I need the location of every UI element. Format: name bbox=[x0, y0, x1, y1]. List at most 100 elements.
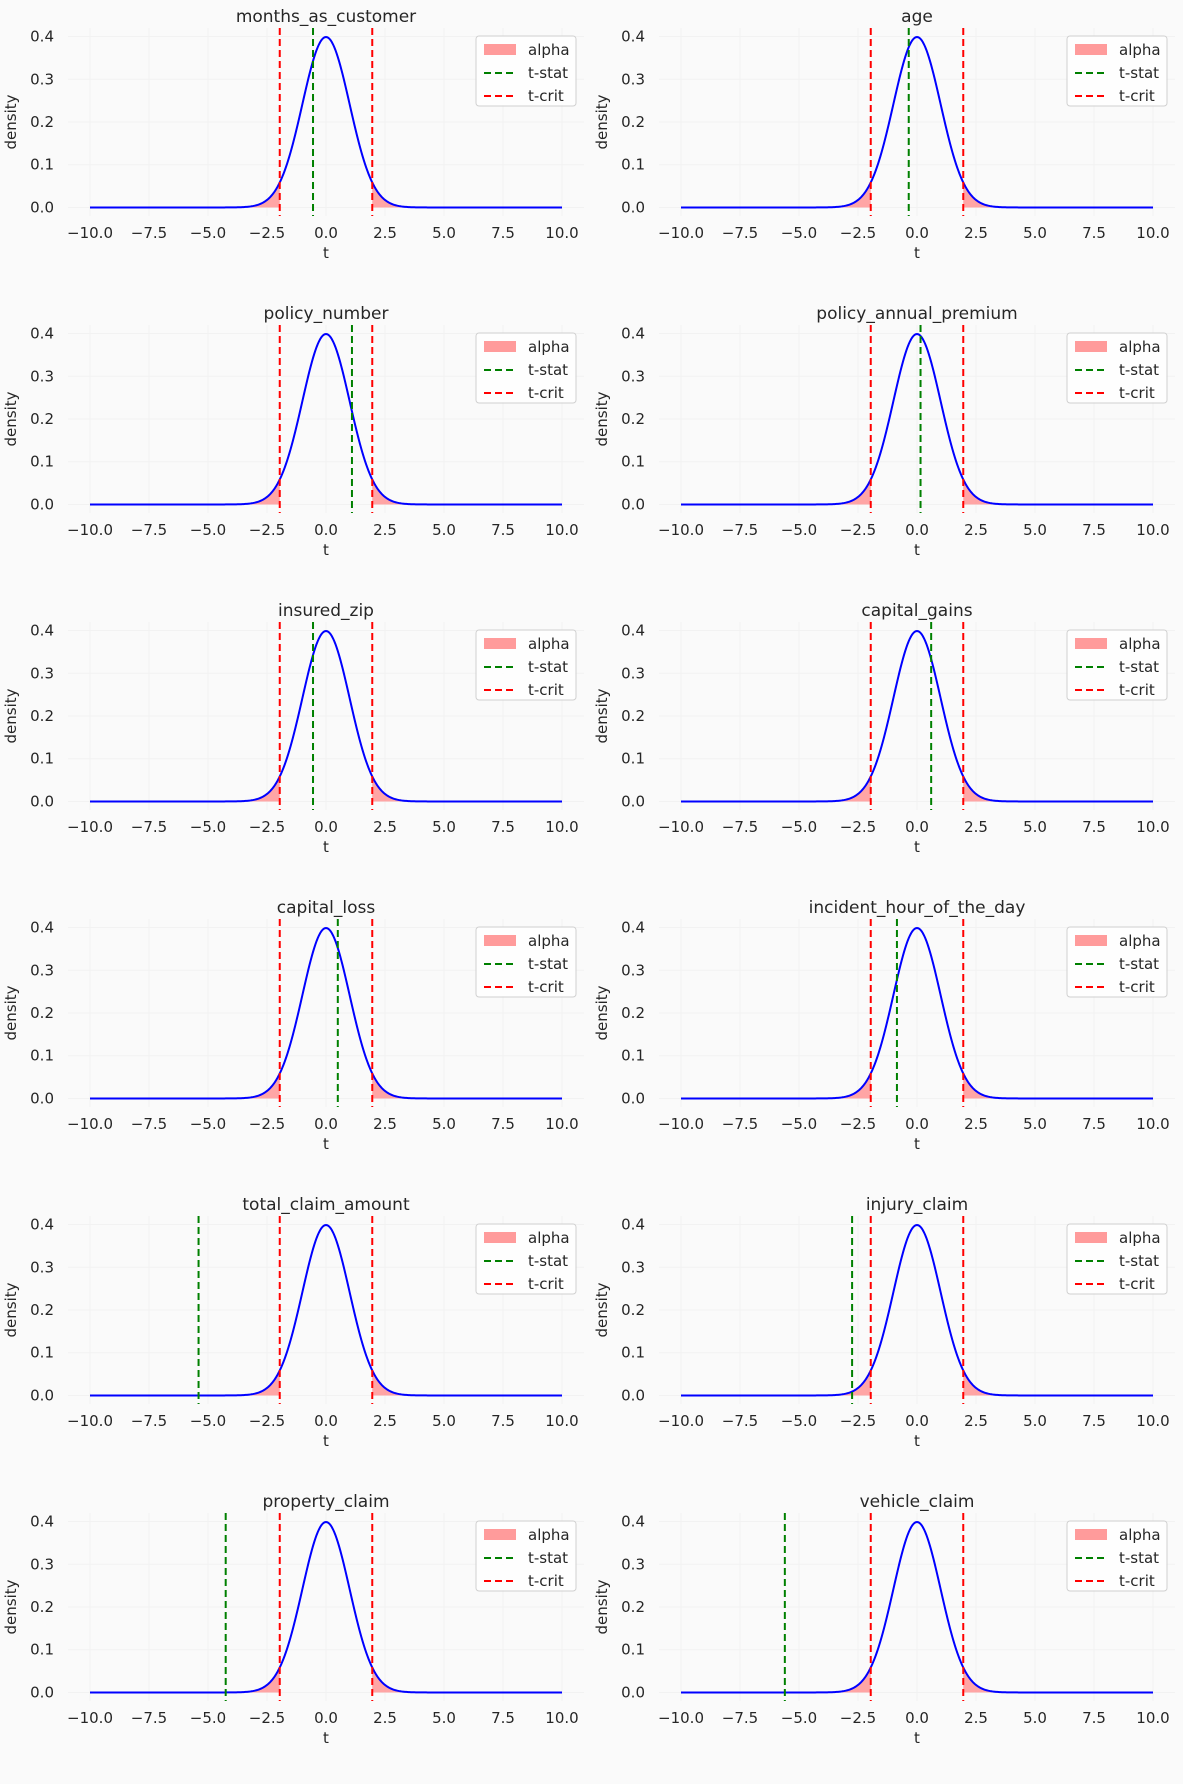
y-tick-label: 0.3 bbox=[621, 961, 645, 979]
legend-alpha-swatch bbox=[1075, 1529, 1107, 1540]
y-tick-label: 0.1 bbox=[621, 1344, 645, 1362]
alpha-region-left bbox=[90, 1370, 280, 1396]
x-tick-label: 10.0 bbox=[545, 1412, 578, 1430]
y-tick-label: 0.0 bbox=[621, 1089, 645, 1107]
y-axis-label: density bbox=[2, 391, 20, 446]
density-curve bbox=[681, 35, 1153, 209]
y-tick-label: 0.3 bbox=[621, 664, 645, 682]
alpha-region-right bbox=[963, 1667, 1153, 1693]
y-axis-label: density bbox=[593, 94, 611, 149]
x-tick-label: −10.0 bbox=[658, 1115, 704, 1133]
y-axis-label: density bbox=[2, 1579, 20, 1634]
legend-label: t-stat bbox=[528, 955, 568, 973]
x-tick-label: −7.5 bbox=[722, 818, 758, 836]
x-tick-label: 10.0 bbox=[545, 224, 578, 242]
panel-age: age −10.0 −7.5 −5.0 −2.5 0.0 2.5 5.0 7.5 10.0 0.0 0… bbox=[593, 7, 1175, 262]
y-tick-label: 0.0 bbox=[30, 1386, 54, 1404]
x-tick-label: 7.5 bbox=[491, 1115, 515, 1133]
density-curve bbox=[90, 35, 562, 209]
panel-policy-annual-premium: policy_annual_premium −10.0 −7.5 −5.0 −2.5 0.… bbox=[593, 304, 1175, 559]
x-tick-label: −7.5 bbox=[131, 224, 167, 242]
x-tick-label: 5.0 bbox=[432, 1709, 456, 1727]
x-tick-label: −5.0 bbox=[190, 1709, 226, 1727]
alpha-region-left bbox=[90, 1667, 280, 1693]
x-tick-label: 10.0 bbox=[545, 818, 578, 836]
y-tick-label: 0.1 bbox=[621, 453, 645, 471]
panel-injury-claim: injury_claim −10.0 −7.5 −5.0 −2.5 0.0 2.5 5.0 7.… bbox=[593, 1195, 1175, 1450]
x-tick-label: 0.0 bbox=[905, 1115, 929, 1133]
x-tick-label: −7.5 bbox=[722, 224, 758, 242]
legend: alpha t-stat t-crit bbox=[1066, 1520, 1168, 1592]
x-tick-label: −10.0 bbox=[658, 1709, 704, 1727]
alpha-region-right bbox=[372, 479, 562, 505]
x-tick-label: −7.5 bbox=[722, 1412, 758, 1430]
y-tick-label: 0.3 bbox=[621, 1555, 645, 1573]
x-tick-label: −7.5 bbox=[131, 1115, 167, 1133]
legend-label: alpha bbox=[1119, 635, 1161, 653]
legend-alpha-swatch bbox=[484, 1232, 516, 1243]
legend-label: t-stat bbox=[1119, 1549, 1159, 1567]
y-tick-label: 0.3 bbox=[30, 961, 54, 979]
x-tick-label: 7.5 bbox=[1082, 1115, 1106, 1133]
x-axis-label: t bbox=[323, 541, 329, 559]
y-tick-label: 0.2 bbox=[30, 410, 54, 428]
x-axis-label: t bbox=[323, 244, 329, 262]
legend: alpha t-stat t-crit bbox=[475, 35, 577, 107]
density-curve bbox=[90, 1223, 562, 1397]
legend: alpha t-stat t-crit bbox=[1066, 629, 1168, 701]
alpha-region-left bbox=[90, 1073, 280, 1099]
x-tick-label: 2.5 bbox=[964, 224, 988, 242]
x-tick-label: 7.5 bbox=[491, 818, 515, 836]
y-tick-label: 0.3 bbox=[30, 70, 54, 88]
y-tick-label: 0.1 bbox=[30, 1641, 54, 1659]
y-axis-label: density bbox=[593, 1282, 611, 1337]
x-axis-label: t bbox=[914, 244, 920, 262]
panel-months-as-customer: months_as_customer −10.0 −7.5 −5.0 −2.5 0.0 2.… bbox=[2, 7, 584, 262]
x-tick-label: 0.0 bbox=[314, 1115, 338, 1133]
y-tick-label: 0.2 bbox=[30, 1598, 54, 1616]
x-tick-label: −5.0 bbox=[781, 224, 817, 242]
y-tick-label: 0.2 bbox=[30, 707, 54, 725]
alpha-region-left bbox=[681, 1667, 871, 1693]
panel-incident-hour-of-the-day: incident_hour_of_the_day −10.0 −7.5 −5.0 −2.… bbox=[593, 898, 1175, 1153]
y-tick-label: 0.3 bbox=[621, 70, 645, 88]
density-curve bbox=[681, 629, 1153, 803]
legend-alpha-swatch bbox=[1075, 1232, 1107, 1243]
legend-label: alpha bbox=[1119, 1526, 1161, 1544]
x-tick-label: 0.0 bbox=[905, 818, 929, 836]
panel-title: vehicle_claim bbox=[860, 1492, 975, 1512]
legend-alpha-swatch bbox=[484, 44, 516, 55]
x-tick-label: −10.0 bbox=[67, 1709, 113, 1727]
legend-label: t-crit bbox=[1119, 384, 1155, 402]
legend-label: t-crit bbox=[1119, 1275, 1155, 1293]
x-tick-label: 10.0 bbox=[1136, 521, 1169, 539]
alpha-region-right bbox=[963, 776, 1153, 802]
legend-label: alpha bbox=[528, 338, 570, 356]
legend-alpha-swatch bbox=[1075, 341, 1107, 352]
x-tick-label: −2.5 bbox=[840, 1412, 876, 1430]
x-axis-label: t bbox=[914, 541, 920, 559]
x-tick-label: −7.5 bbox=[722, 1115, 758, 1133]
y-tick-label: 0.0 bbox=[621, 1683, 645, 1701]
y-tick-label: 0.4 bbox=[30, 1513, 54, 1531]
legend: alpha t-stat t-crit bbox=[475, 1520, 577, 1592]
x-tick-label: 0.0 bbox=[314, 1709, 338, 1727]
panel-policy-number: policy_number −10.0 −7.5 −5.0 −2.5 0.0 2.5 5.0 7… bbox=[2, 304, 584, 559]
x-tick-label: −10.0 bbox=[67, 224, 113, 242]
x-tick-label: −2.5 bbox=[840, 818, 876, 836]
legend-label: t-crit bbox=[1119, 1572, 1155, 1590]
x-tick-label: −10.0 bbox=[67, 1412, 113, 1430]
panel-title: age bbox=[901, 7, 933, 27]
x-tick-label: −7.5 bbox=[131, 521, 167, 539]
alpha-region-right bbox=[963, 479, 1153, 505]
x-axis-label: t bbox=[323, 838, 329, 856]
legend: alpha t-stat t-crit bbox=[1066, 332, 1168, 404]
y-tick-label: 0.3 bbox=[30, 664, 54, 682]
x-tick-label: −2.5 bbox=[249, 1115, 285, 1133]
x-axis-label: t bbox=[323, 1729, 329, 1747]
y-tick-label: 0.4 bbox=[621, 1216, 645, 1234]
legend: alpha t-stat t-crit bbox=[475, 332, 577, 404]
legend: alpha t-stat t-crit bbox=[1066, 926, 1168, 998]
x-tick-label: −2.5 bbox=[840, 224, 876, 242]
panel-title: injury_claim bbox=[866, 1195, 968, 1215]
